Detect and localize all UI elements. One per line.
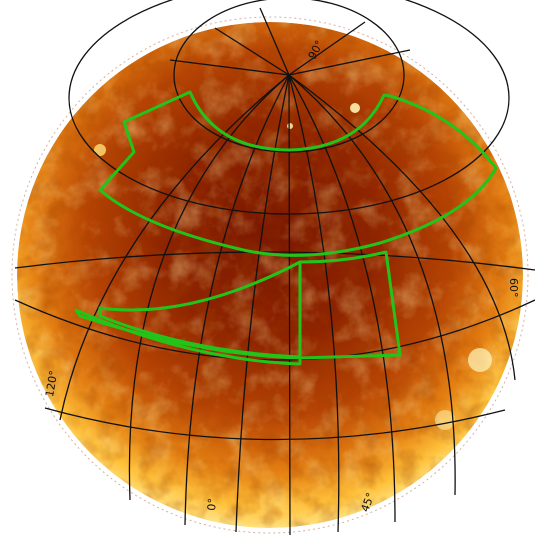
label-lon-right: 60° — [507, 278, 520, 298]
dust-emission-map — [17, 22, 523, 528]
label-lon-bottom-center: 0° — [205, 498, 219, 512]
